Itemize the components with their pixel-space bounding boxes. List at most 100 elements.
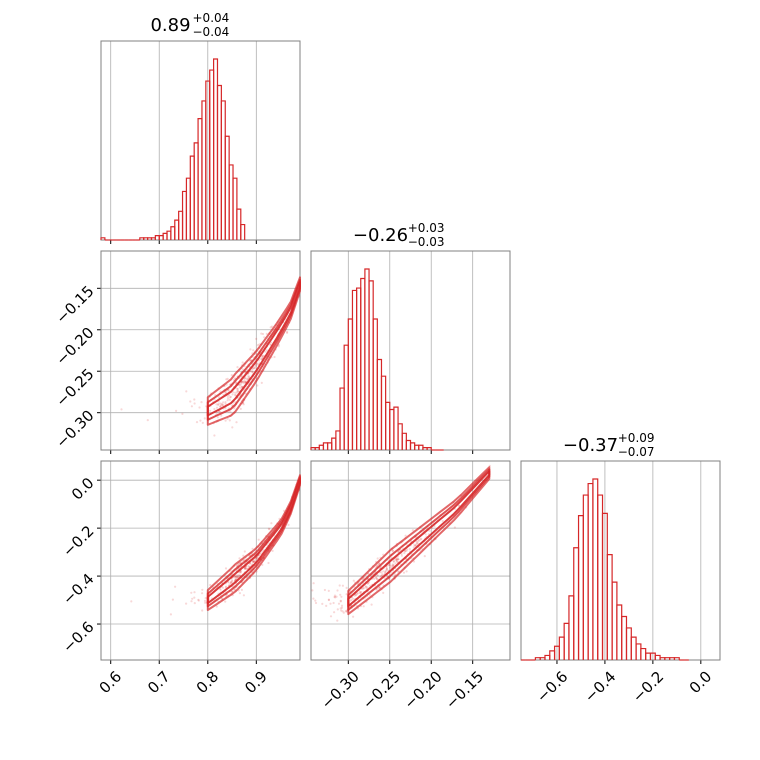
hist-bar xyxy=(414,444,420,450)
sample-point xyxy=(379,586,382,589)
sample-point xyxy=(333,611,336,614)
sample-point xyxy=(215,411,218,414)
sample-point xyxy=(424,533,427,536)
sample-point xyxy=(236,576,239,579)
sample-point xyxy=(193,591,196,594)
sample-point xyxy=(201,609,204,612)
sample-point xyxy=(247,564,250,567)
sample-point xyxy=(390,565,393,568)
sample-point xyxy=(394,562,397,565)
sample-point xyxy=(364,585,367,589)
sample-point xyxy=(242,594,245,597)
sample-point xyxy=(360,590,363,594)
y-tick-label: −0.4 xyxy=(59,570,97,608)
sample-point xyxy=(336,619,339,622)
sample-point xyxy=(396,558,400,561)
sample-point xyxy=(325,604,328,608)
x-tick-label: 0.7 xyxy=(144,668,174,698)
sample-point xyxy=(243,379,246,383)
hist-bar xyxy=(549,650,556,660)
hist-bar xyxy=(335,430,341,450)
sample-point xyxy=(234,575,237,578)
param-upper-error: +0.09 xyxy=(618,431,655,445)
sample-point xyxy=(352,579,355,582)
hist-bar xyxy=(558,636,565,660)
hist-bar xyxy=(393,406,399,450)
sample-point xyxy=(239,407,242,410)
sample-point xyxy=(385,568,388,571)
hist-bar xyxy=(597,494,604,660)
sample-point xyxy=(327,589,330,593)
sample-point xyxy=(419,538,422,541)
sample-point xyxy=(235,575,238,578)
hist-bar xyxy=(621,615,628,660)
sample-point xyxy=(252,367,255,370)
sample-point xyxy=(337,602,341,605)
param-title-1: 0.89 xyxy=(150,15,190,36)
sample-point xyxy=(334,596,337,599)
sample-point xyxy=(242,380,246,384)
sample-point xyxy=(224,600,227,603)
y-tick-label: −0.25 xyxy=(52,365,97,410)
sample-point xyxy=(215,403,218,406)
sample-point xyxy=(232,391,235,394)
sample-point xyxy=(416,540,419,543)
sample-point xyxy=(231,580,234,583)
sample-point xyxy=(333,595,336,599)
sample-point xyxy=(220,414,223,417)
sample-point xyxy=(181,412,184,415)
sample-point xyxy=(395,558,398,561)
sample-point xyxy=(415,543,418,546)
hist-bar xyxy=(376,358,383,450)
hist-bar xyxy=(380,375,387,450)
sample-point xyxy=(420,537,423,541)
sample-point xyxy=(373,577,376,581)
sample-point xyxy=(339,593,342,596)
sample-point xyxy=(219,405,222,408)
x-tick-label: −0.4 xyxy=(581,668,619,706)
sample-point xyxy=(238,383,241,387)
panel-frame xyxy=(100,250,301,451)
sample-point xyxy=(229,580,232,583)
sample-point xyxy=(231,393,234,396)
sample-point xyxy=(414,544,417,547)
sample-point xyxy=(249,348,252,351)
sample-point xyxy=(236,388,239,391)
sample-point xyxy=(457,504,460,507)
sample-point xyxy=(227,397,230,400)
hist-panel-1 xyxy=(100,40,301,244)
sample-point xyxy=(385,567,388,571)
sample-point xyxy=(240,588,243,592)
sample-point xyxy=(201,421,204,424)
x-tick-label: −0.20 xyxy=(400,668,445,713)
sample-point xyxy=(380,571,383,574)
sample-point xyxy=(392,563,395,567)
hist-bar xyxy=(364,268,370,450)
sample-point xyxy=(209,409,212,412)
sample-point xyxy=(355,593,358,596)
sample-point xyxy=(237,389,240,393)
sample-point xyxy=(268,528,271,531)
sample-point xyxy=(265,349,268,352)
sample-point xyxy=(392,564,395,567)
sample-point xyxy=(391,549,394,552)
sample-point xyxy=(342,611,345,614)
sample-point xyxy=(237,573,240,577)
hist-bar xyxy=(409,442,416,450)
sample-point xyxy=(225,585,228,588)
sample-point xyxy=(228,419,231,422)
hist-bar xyxy=(343,344,349,450)
sample-point xyxy=(364,585,367,588)
sample-point xyxy=(220,402,223,405)
sample-point xyxy=(240,385,243,388)
sample-point xyxy=(228,394,231,397)
sample-point xyxy=(221,403,224,406)
sample-point xyxy=(204,597,207,600)
sample-point xyxy=(269,326,272,329)
sample-point xyxy=(217,396,221,399)
sample-point xyxy=(405,570,408,573)
sample-point xyxy=(352,597,355,600)
sample-point xyxy=(405,549,408,553)
y-tick-label: −0.6 xyxy=(59,618,97,656)
sample-point xyxy=(352,615,355,618)
